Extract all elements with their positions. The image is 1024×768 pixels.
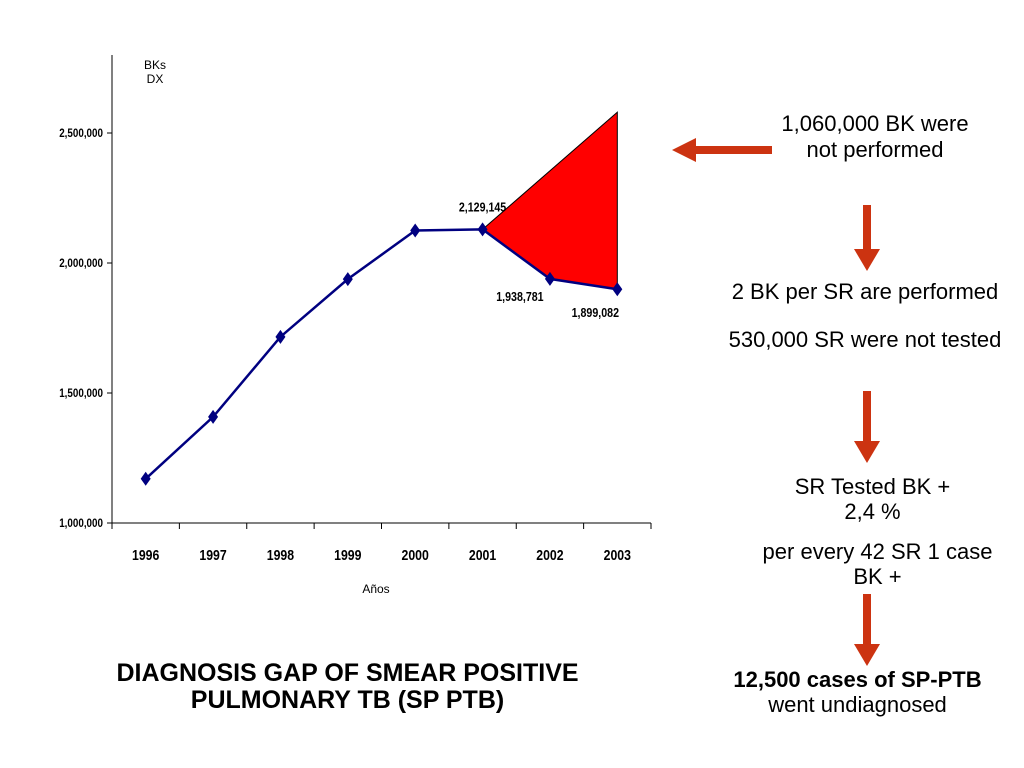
per-every-line-1: per every 42 SR 1 case [730,539,1024,564]
x-axis-title: Años [362,582,389,596]
per-every-line-2: BK + [730,564,1024,589]
data-point [478,222,488,236]
down-arrow-icon [854,391,880,463]
chart-axes: 1,000,000 1,500,000 2,000,000 2,500,000 1996… [59,55,651,596]
per-sr-note: 2 BK per SR are performed [700,279,1024,305]
down-arrow-icon [854,205,880,271]
data-point [410,224,420,238]
title-line-1: DIAGNOSIS GAP OF SMEAR POSITIVE [40,660,655,687]
not-performed-line-2: not performed [735,137,1015,163]
data-label: 2,129,145 [459,199,507,214]
y-axis-title: DX [147,72,164,86]
y-tick-label: 2,500,000 [59,127,103,140]
chart-title: DIAGNOSIS GAP OF SMEAR POSITIVE PULMONAR… [40,660,655,714]
title-line-2: PULMONARY TB (SP PTB) [40,687,655,714]
sr-tested-line-2: 2,4 % [730,499,1015,524]
down-arrow-icon [854,594,880,666]
not-tested-note: 530,000 SR were not tested [700,327,1024,353]
not-performed-note: 1,060,000 BK were not performed [735,111,1015,163]
x-tick-label: 2002 [536,547,564,563]
undiagnosed-note: 12,500 cases of SP-PTB went undiagnosed [695,667,1020,717]
left-arrow-icon [672,138,774,162]
per-every-note: per every 42 SR 1 case BK + [730,539,1024,589]
x-tick-label: 2003 [604,547,632,563]
y-tick-label: 1,500,000 [59,387,103,400]
cases-bold-line: 12,500 cases of SP-PTB [695,667,1020,692]
not-performed-line-1: 1,060,000 BK were [735,111,1015,137]
x-tick-label: 2001 [469,547,497,563]
data-point [343,272,353,286]
x-tick-label: 2000 [402,547,430,563]
data-label: 1,899,082 [572,305,620,320]
x-tick-label: 1999 [334,547,362,563]
cases-rest-line: went undiagnosed [695,692,1020,717]
sr-tested-line-1: SR Tested BK + [730,474,1015,499]
y-axis-title: BKs [144,58,166,72]
y-tick-label: 1,000,000 [59,517,103,530]
y-tick-label: 2,000,000 [59,257,103,270]
data-label: 1,938,781 [496,289,544,304]
x-tick-label: 1996 [132,547,160,563]
x-tick-label: 1998 [267,547,295,563]
x-tick-label: 1997 [199,547,227,563]
sr-tested-note: SR Tested BK + 2,4 % [730,474,1015,524]
